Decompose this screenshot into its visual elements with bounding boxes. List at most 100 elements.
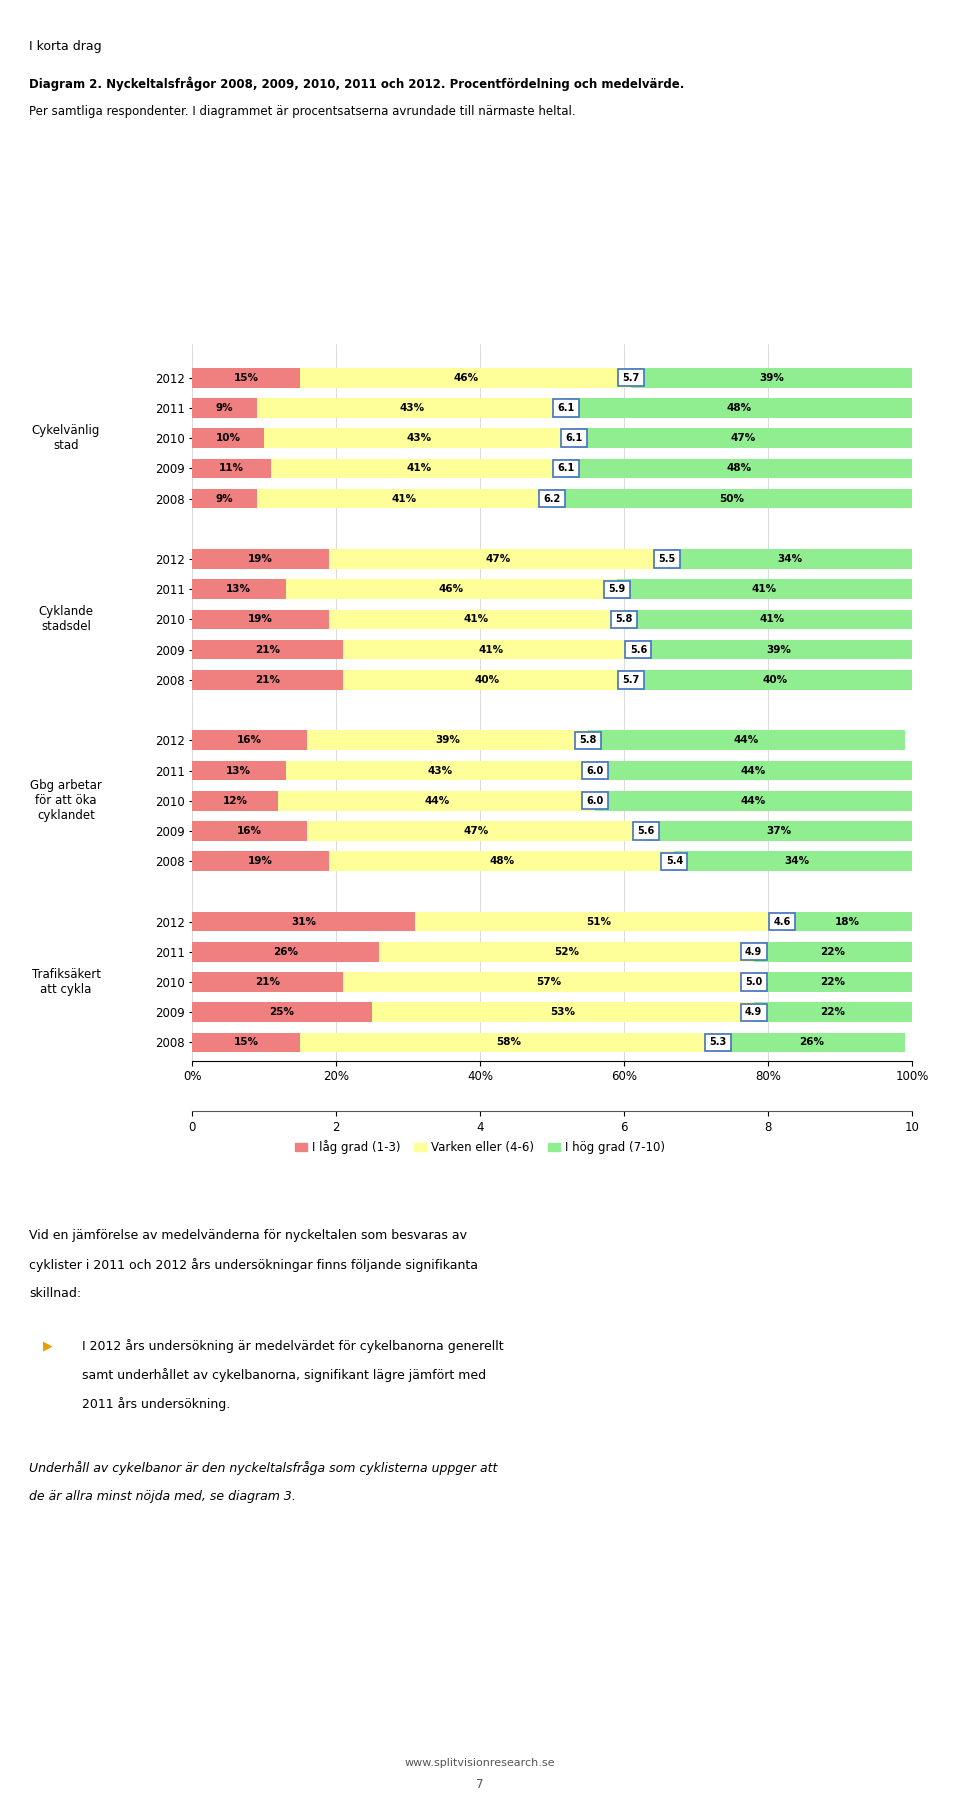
Text: Per samtliga respondenter. I diagrammet är procentsatserna avrundade till närmas: Per samtliga respondenter. I diagrammet … [29,105,575,118]
Bar [192,912,415,932]
Text: 5.8: 5.8 [615,615,633,624]
Text: Vid en jämförelse av medelvänderna för nyckeltalen som besvaras av: Vid en jämförelse av medelvänderna för n… [29,1229,467,1242]
Text: 21%: 21% [255,977,280,986]
Text: 34%: 34% [777,555,803,564]
Bar [192,821,307,841]
Bar [624,609,920,629]
FancyBboxPatch shape [633,823,659,839]
Text: 5.0: 5.0 [745,977,762,986]
Text: www.splitvisionresearch.se: www.splitvisionresearch.se [405,1757,555,1768]
Text: 46%: 46% [453,373,478,383]
Text: 47%: 47% [486,555,511,564]
Bar [328,549,667,569]
Bar [415,912,782,932]
Text: 11%: 11% [219,464,244,473]
Text: 46%: 46% [439,584,464,595]
Text: 6.1: 6.1 [558,402,575,413]
Text: Gbg arbetar
för att öka
cyklandet: Gbg arbetar för att öka cyklandet [30,780,102,823]
Bar [595,790,912,810]
Text: skillnad:: skillnad: [29,1287,81,1300]
Text: 43%: 43% [406,433,431,442]
Bar [192,852,328,870]
FancyBboxPatch shape [655,551,680,567]
Text: 26%: 26% [799,1037,824,1048]
FancyBboxPatch shape [618,671,644,689]
FancyBboxPatch shape [618,370,644,386]
Bar [307,821,645,841]
Bar [617,580,912,598]
Text: 5.4: 5.4 [666,856,683,867]
Bar [754,972,912,992]
Bar [300,368,632,388]
Bar [192,549,328,569]
Text: 5.7: 5.7 [623,674,639,685]
FancyBboxPatch shape [626,642,651,658]
Text: de är allra minst nöjda med, se diagram 3.: de är allra minst nöjda med, se diagram … [29,1490,296,1503]
Text: 44%: 44% [733,736,759,745]
Text: Underhåll av cykelbanor är den nyckeltalsfråga som cyklisterna uppger att: Underhåll av cykelbanor är den nyckeltal… [29,1461,497,1476]
Bar [754,943,912,961]
Text: ▶: ▶ [43,1340,53,1352]
FancyBboxPatch shape [661,852,687,870]
Bar [192,1033,300,1052]
Bar [192,490,257,508]
Text: 6.1: 6.1 [558,464,575,473]
FancyBboxPatch shape [575,732,601,749]
Bar [192,609,328,629]
Text: 9%: 9% [216,493,233,504]
Bar [645,821,912,841]
Text: 25%: 25% [270,1008,295,1017]
Text: 10%: 10% [215,433,241,442]
Text: 19%: 19% [248,856,273,867]
Bar [192,731,307,751]
Text: 5.9: 5.9 [609,584,625,595]
Text: 41%: 41% [759,615,784,624]
Bar [632,368,912,388]
Bar [328,852,674,870]
Text: I 2012 års undersökning är medelvärdet för cykelbanorna generellt: I 2012 års undersökning är medelvärdet f… [82,1340,503,1354]
FancyBboxPatch shape [540,490,564,508]
FancyBboxPatch shape [770,914,795,930]
Bar [782,912,912,932]
Text: 47%: 47% [731,433,756,442]
Text: 41%: 41% [464,615,489,624]
Bar [192,368,300,388]
Text: 16%: 16% [237,736,262,745]
FancyBboxPatch shape [561,430,587,446]
Text: 6.0: 6.0 [587,796,604,805]
Text: 44%: 44% [741,765,766,776]
Bar [192,1003,372,1023]
Text: Trafiksäkert
att cykla: Trafiksäkert att cykla [32,968,101,995]
Text: 4.6: 4.6 [774,917,791,926]
Text: 6.1: 6.1 [565,433,582,442]
Bar [192,790,278,810]
Bar [574,428,912,448]
Text: 41%: 41% [752,584,777,595]
Text: 5.6: 5.6 [637,827,654,836]
Text: 44%: 44% [424,796,449,805]
Text: 9%: 9% [216,402,233,413]
FancyBboxPatch shape [553,461,580,477]
Bar [638,640,920,660]
Text: 13%: 13% [227,765,252,776]
Bar [754,1003,912,1023]
FancyBboxPatch shape [705,1033,731,1052]
FancyBboxPatch shape [740,974,766,990]
Text: 44%: 44% [741,796,766,805]
Text: Diagram 2. Nyckeltalsfrågor 2008, 2009, 2010, 2011 och 2012. Procentfördelning o: Diagram 2. Nyckeltalsfrågor 2008, 2009, … [29,76,684,91]
Text: 53%: 53% [550,1008,575,1017]
Text: 21%: 21% [255,645,280,654]
Bar [271,459,566,479]
Bar [192,943,379,961]
Text: 40%: 40% [762,674,788,685]
Text: 22%: 22% [820,1008,846,1017]
Bar [192,428,264,448]
Bar [300,1033,717,1052]
Bar [566,399,912,417]
Text: 5.5: 5.5 [659,555,676,564]
Text: 6.2: 6.2 [543,493,561,504]
Bar [192,671,344,689]
FancyBboxPatch shape [741,943,767,961]
Text: 4.9: 4.9 [745,1008,762,1017]
Bar [674,852,920,870]
